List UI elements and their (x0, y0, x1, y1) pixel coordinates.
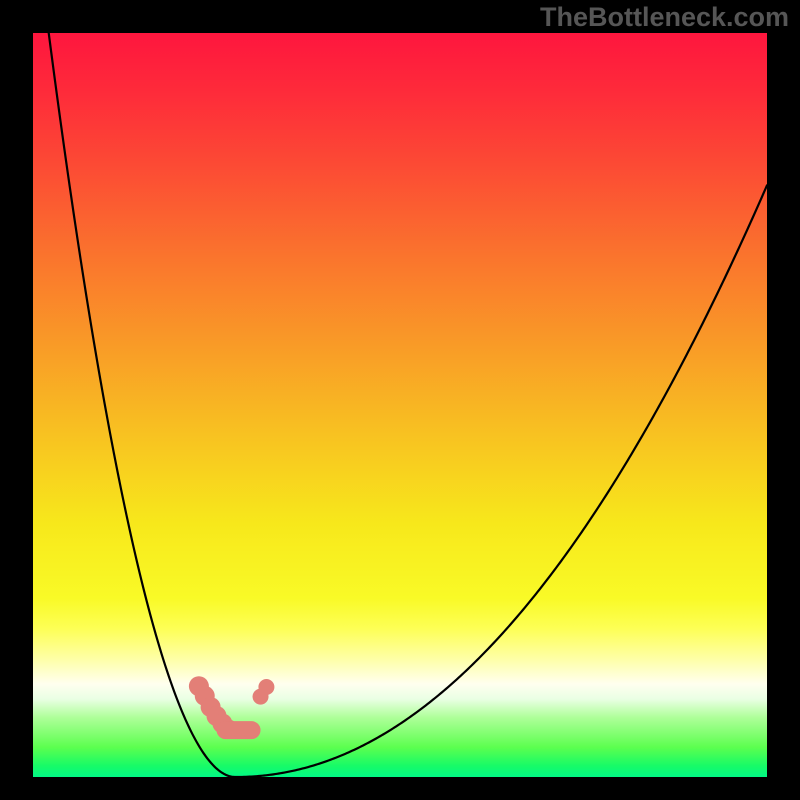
marker-dot (258, 679, 274, 695)
gradient-background (33, 33, 767, 777)
watermark-text: TheBottleneck.com (540, 2, 789, 33)
chart-container: TheBottleneck.com (0, 0, 800, 800)
bottleneck-chart (33, 33, 767, 777)
plot-area (33, 33, 767, 777)
marker-bottom-bar (217, 721, 261, 739)
